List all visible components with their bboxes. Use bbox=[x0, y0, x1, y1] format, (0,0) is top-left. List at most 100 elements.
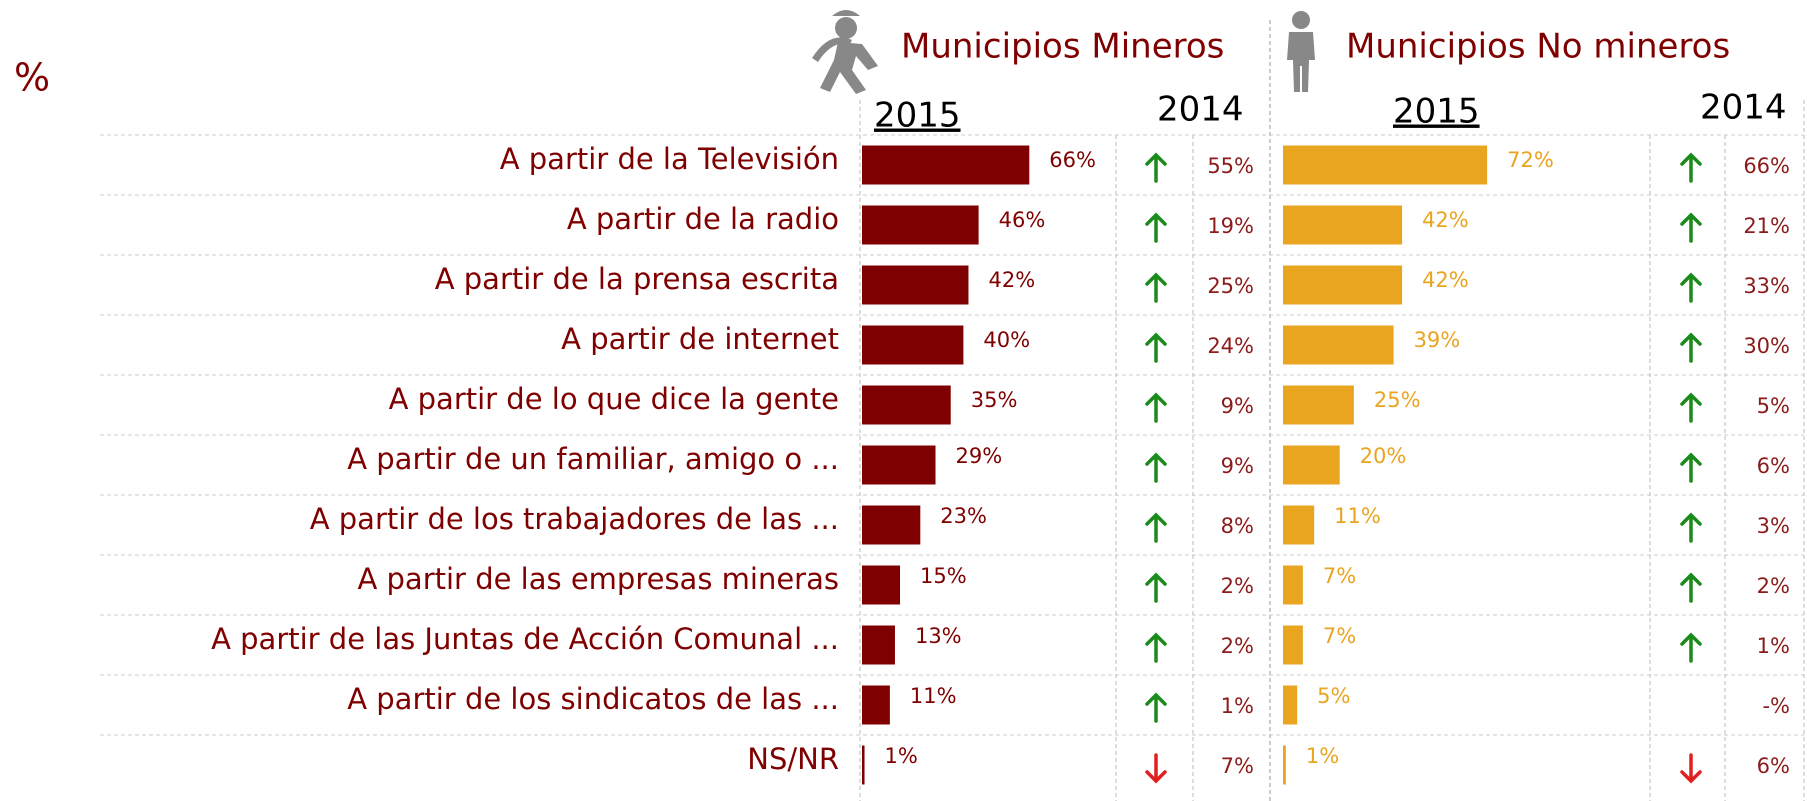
value-label: 42% bbox=[1422, 268, 1469, 292]
panel-title: Municipios Mineros bbox=[901, 27, 1224, 67]
value-label: 42% bbox=[988, 268, 1035, 292]
column-header: 2015 bbox=[874, 96, 961, 136]
value-label: 15% bbox=[920, 564, 967, 588]
bar bbox=[1283, 445, 1340, 485]
value-label: 35% bbox=[971, 388, 1018, 412]
trend-arrow bbox=[1680, 512, 1702, 543]
value-label: 29% bbox=[956, 444, 1003, 468]
value-label: 11% bbox=[910, 684, 957, 708]
column-header: 2014 bbox=[1157, 90, 1244, 130]
trend-arrow bbox=[1680, 212, 1702, 243]
value-label: 2% bbox=[1221, 574, 1254, 598]
bar bbox=[862, 685, 890, 725]
value-label: 1% bbox=[1306, 744, 1339, 768]
unit-label: % bbox=[14, 56, 50, 100]
trend-arrow bbox=[1145, 272, 1167, 303]
value-label: 23% bbox=[940, 504, 987, 528]
bar bbox=[1283, 745, 1286, 785]
category-label: A partir de las Juntas de Acción Comunal… bbox=[211, 622, 839, 656]
column-dividers bbox=[859, 20, 1805, 801]
category-label: A partir de un familiar, amigo o ... bbox=[347, 442, 839, 476]
value-label: 66% bbox=[1049, 148, 1096, 172]
value-label: 9% bbox=[1221, 454, 1254, 478]
trend-arrow bbox=[1145, 392, 1167, 423]
value-label: 24% bbox=[1207, 334, 1254, 358]
trend-arrow bbox=[1145, 332, 1167, 363]
column-header: 2015 bbox=[1393, 92, 1480, 132]
value-label: 1% bbox=[1221, 694, 1254, 718]
value-label: 25% bbox=[1207, 274, 1254, 298]
value-label: 19% bbox=[1207, 214, 1254, 238]
category-label: A partir de los sindicatos de las ... bbox=[347, 682, 839, 716]
bar bbox=[862, 265, 969, 305]
value-label: 1% bbox=[885, 744, 918, 768]
value-label: 72% bbox=[1507, 148, 1554, 172]
trend-arrow bbox=[1145, 452, 1167, 483]
value-label: 7% bbox=[1221, 754, 1254, 778]
bar bbox=[862, 565, 901, 605]
bar bbox=[862, 625, 895, 665]
value-label: 6% bbox=[1757, 754, 1790, 778]
value-label: 66% bbox=[1743, 154, 1790, 178]
value-label: 5% bbox=[1757, 394, 1790, 418]
trend-arrow bbox=[1680, 272, 1702, 303]
category-label: NS/NR bbox=[747, 742, 839, 776]
value-label: 39% bbox=[1414, 328, 1461, 352]
trend-arrow bbox=[1145, 632, 1167, 663]
value-label: 2% bbox=[1221, 634, 1254, 658]
value-label: 21% bbox=[1743, 214, 1790, 238]
column-header: 2014 bbox=[1700, 88, 1787, 128]
value-label: 7% bbox=[1323, 624, 1356, 648]
category-label: A partir de lo que dice la gente bbox=[389, 382, 839, 416]
bar bbox=[1283, 145, 1488, 185]
bar bbox=[1283, 565, 1303, 605]
value-label: 46% bbox=[999, 208, 1046, 232]
bar bbox=[862, 505, 921, 545]
trend-arrow bbox=[1145, 692, 1167, 723]
value-label: 6% bbox=[1757, 454, 1790, 478]
bar bbox=[1283, 265, 1403, 305]
bar bbox=[862, 385, 951, 425]
value-label: 20% bbox=[1360, 444, 1407, 468]
trend-arrow bbox=[1680, 753, 1702, 784]
person-icon bbox=[1287, 11, 1315, 92]
bar bbox=[862, 325, 964, 365]
bar bbox=[862, 745, 865, 785]
value-label: 30% bbox=[1743, 334, 1790, 358]
value-label: 13% bbox=[915, 624, 962, 648]
value-label: 40% bbox=[983, 328, 1030, 352]
value-label: 8% bbox=[1221, 514, 1254, 538]
value-label: 2% bbox=[1757, 574, 1790, 598]
bar bbox=[1283, 205, 1403, 245]
bar bbox=[1283, 625, 1303, 665]
bar bbox=[862, 145, 1030, 185]
value-label: 33% bbox=[1743, 274, 1790, 298]
trend-arrow bbox=[1145, 572, 1167, 603]
bar bbox=[862, 205, 979, 245]
trend-arrow bbox=[1145, 152, 1167, 183]
trend-arrow bbox=[1680, 572, 1702, 603]
panel-title: Municipios No mineros bbox=[1346, 27, 1730, 67]
bar bbox=[1283, 385, 1354, 425]
value-label: 1% bbox=[1757, 634, 1790, 658]
trend-arrow bbox=[1680, 632, 1702, 663]
bar bbox=[1283, 505, 1315, 545]
bar bbox=[862, 445, 936, 485]
miner-icon bbox=[812, 10, 878, 94]
trend-arrow bbox=[1680, 332, 1702, 363]
trend-arrow bbox=[1680, 152, 1702, 183]
category-label: A partir de la radio bbox=[567, 202, 839, 236]
bar bbox=[1283, 325, 1394, 365]
category-label: A partir de los trabajadores de las ... bbox=[310, 502, 839, 536]
category-label: A partir de la prensa escrita bbox=[435, 262, 839, 296]
value-label: 5% bbox=[1317, 684, 1350, 708]
category-label: A partir de internet bbox=[561, 322, 839, 356]
trend-arrow bbox=[1145, 512, 1167, 543]
value-label: 11% bbox=[1334, 504, 1381, 528]
category-label: A partir de la Televisión bbox=[500, 142, 839, 176]
value-label: 42% bbox=[1422, 208, 1469, 232]
bar bbox=[1283, 685, 1298, 725]
value-label: 25% bbox=[1374, 388, 1421, 412]
value-label: -% bbox=[1762, 694, 1790, 718]
